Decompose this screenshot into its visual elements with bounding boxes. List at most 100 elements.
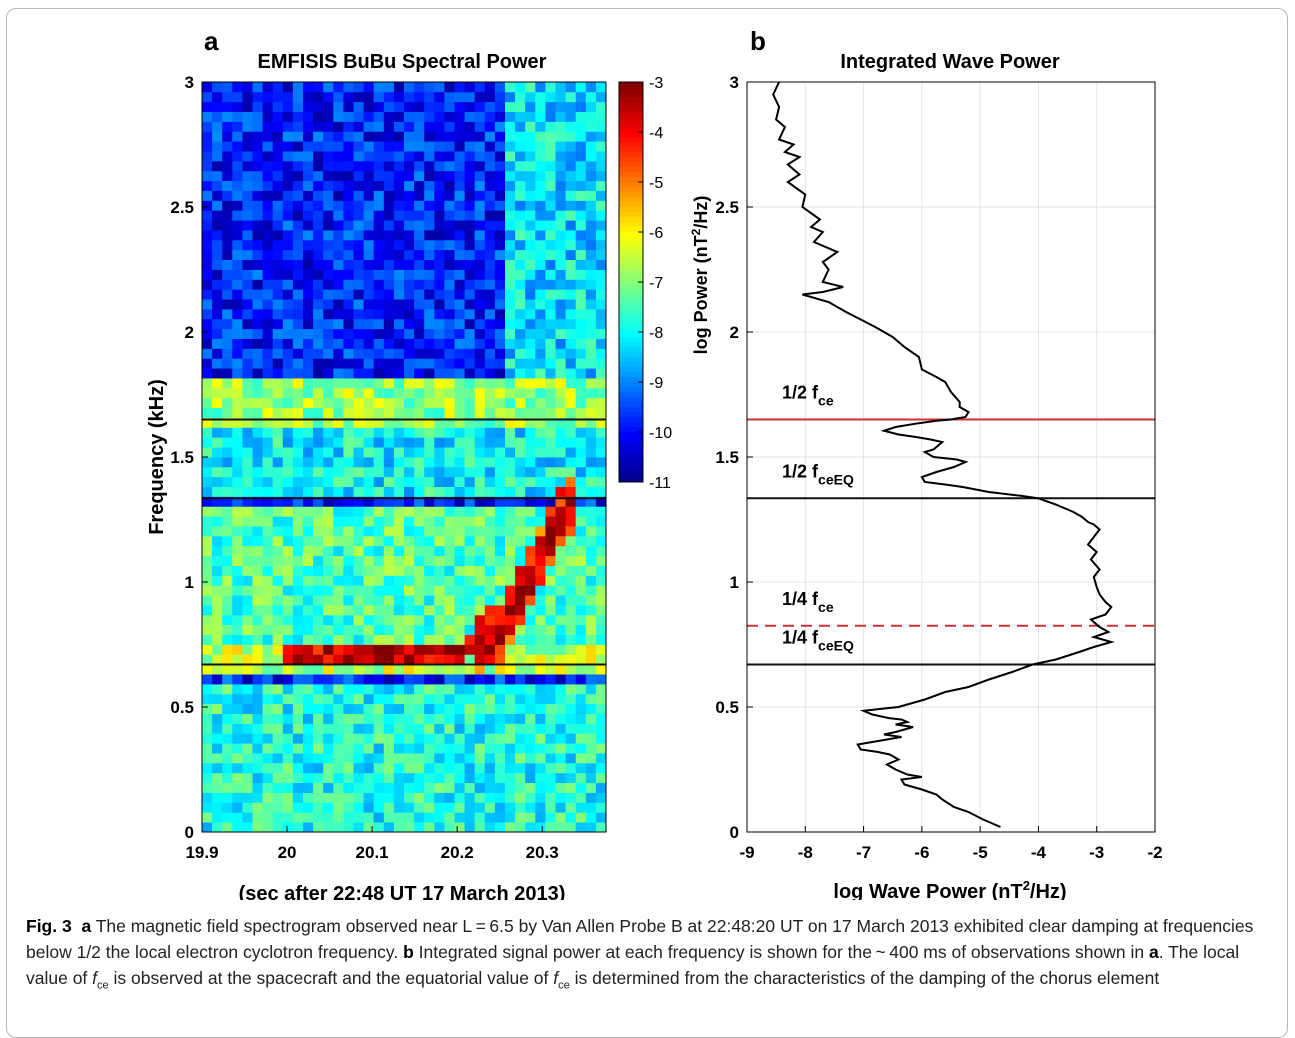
- colorbar-tick-label: -7: [649, 275, 663, 292]
- heatmap-cell: [484, 585, 496, 596]
- heatmap-cell: [313, 812, 324, 823]
- heatmap-cell: [393, 358, 405, 369]
- heatmap-cell: [454, 743, 465, 754]
- heatmap-cell: [484, 299, 496, 310]
- heatmap-cell: [343, 713, 354, 724]
- heatmap-cell: [595, 160, 607, 172]
- heatmap-cell: [555, 506, 566, 517]
- heatmap-cell: [515, 91, 526, 103]
- heatmap-cell: [434, 762, 445, 774]
- heatmap-cell: [323, 516, 334, 527]
- heatmap-cell: [242, 328, 253, 339]
- heatmap-cell: [292, 387, 304, 399]
- heatmap-cell: [414, 101, 425, 113]
- heatmap-cell: [545, 427, 556, 438]
- heatmap-cell: [545, 131, 556, 142]
- heatmap-cell: [474, 160, 486, 172]
- heatmap-cell: [363, 299, 375, 310]
- heatmap-cell: [222, 210, 233, 221]
- heatmap-cell: [242, 427, 253, 438]
- heatmap-cell: [272, 516, 284, 527]
- heatmap-cell: [525, 190, 536, 201]
- heatmap-cell: [363, 279, 375, 290]
- heatmap-cell: [232, 397, 243, 409]
- heatmap-cell: [333, 526, 344, 537]
- heatmap-cell: [313, 200, 324, 211]
- heatmap-cell: [242, 299, 253, 310]
- heatmap-cell: [343, 427, 354, 438]
- colorbar-segment: [619, 192, 643, 198]
- heatmap-cell: [313, 565, 324, 576]
- heatmap-cell: [242, 595, 253, 606]
- heatmap-cell: [303, 239, 314, 251]
- heatmap-cell: [414, 753, 425, 764]
- heatmap-cell: [303, 753, 314, 764]
- heatmap-cell: [383, 772, 395, 784]
- heatmap-cell: [363, 585, 375, 596]
- heatmap-cell: [373, 82, 385, 93]
- heatmap-cell: [505, 486, 516, 497]
- heatmap-cell: [494, 308, 506, 320]
- heatmap-cell: [272, 743, 284, 754]
- heatmap-cell: [464, 407, 476, 418]
- heatmap-cell: [353, 387, 364, 399]
- heatmap-cell: [252, 782, 263, 793]
- heatmap-cell: [393, 151, 405, 162]
- heatmap-cell: [343, 644, 354, 655]
- heatmap-cell: [323, 506, 334, 517]
- heatmap-cell: [383, 476, 395, 488]
- heatmap-cell: [292, 378, 304, 389]
- heatmap-cell: [404, 634, 415, 645]
- heatmap-cell: [212, 792, 223, 803]
- heatmap-cell: [404, 358, 415, 369]
- heatmap-cell: [585, 348, 597, 359]
- heatmap-cell: [242, 111, 253, 122]
- heatmap-cell: [292, 447, 304, 458]
- heatmap-cell: [535, 506, 546, 517]
- heatmap-cell: [545, 101, 556, 113]
- heatmap-cell: [252, 496, 263, 507]
- heatmap-cell: [444, 753, 455, 764]
- heatmap-cell: [363, 614, 375, 626]
- heatmap-cell: [242, 151, 253, 162]
- heatmap-cell: [454, 160, 465, 172]
- heatmap-cell: [282, 141, 294, 152]
- heatmap-cell: [444, 308, 455, 320]
- heatmap-cell: [565, 180, 577, 191]
- heatmap-cell: [525, 792, 536, 803]
- heatmap-cell: [555, 792, 566, 803]
- heatmap-cell: [202, 782, 213, 793]
- heatmap-cell: [323, 447, 334, 458]
- heatmap-cell: [383, 249, 395, 261]
- heatmap-cell: [525, 91, 536, 103]
- heatmap-cell: [424, 654, 435, 665]
- heatmap-cell: [515, 378, 526, 389]
- heatmap-cell: [292, 437, 304, 448]
- heatmap-cell: [373, 447, 385, 458]
- heatmap-cell: [434, 812, 445, 823]
- heatmap-cell: [515, 565, 526, 576]
- heatmap-cell: [212, 654, 223, 665]
- heatmap-cell: [222, 220, 233, 231]
- heatmap-cell: [282, 82, 294, 93]
- heatmap-cell: [555, 585, 566, 596]
- colorbar-segment: [619, 477, 643, 483]
- heatmap-cell: [242, 575, 253, 586]
- heatmap-cell: [555, 644, 566, 655]
- heatmap-cell: [202, 733, 213, 744]
- heatmap-cell: [515, 220, 526, 231]
- heatmap-cell: [333, 111, 344, 122]
- heatmap-cell: [202, 269, 213, 280]
- heatmap-cell: [292, 792, 304, 803]
- heatmap-cell: [505, 368, 516, 379]
- colorbar-segment: [619, 262, 643, 268]
- heatmap-cell: [434, 693, 445, 705]
- heatmap-cell: [525, 683, 536, 695]
- heatmap-cell: [565, 299, 577, 310]
- heatmap-cell: [353, 457, 364, 468]
- heatmap-cell: [272, 82, 284, 93]
- heatmap-cell: [464, 526, 476, 537]
- heatmap-cell: [282, 279, 294, 290]
- heatmap-cell: [444, 210, 455, 221]
- heatmap-cell: [262, 565, 274, 576]
